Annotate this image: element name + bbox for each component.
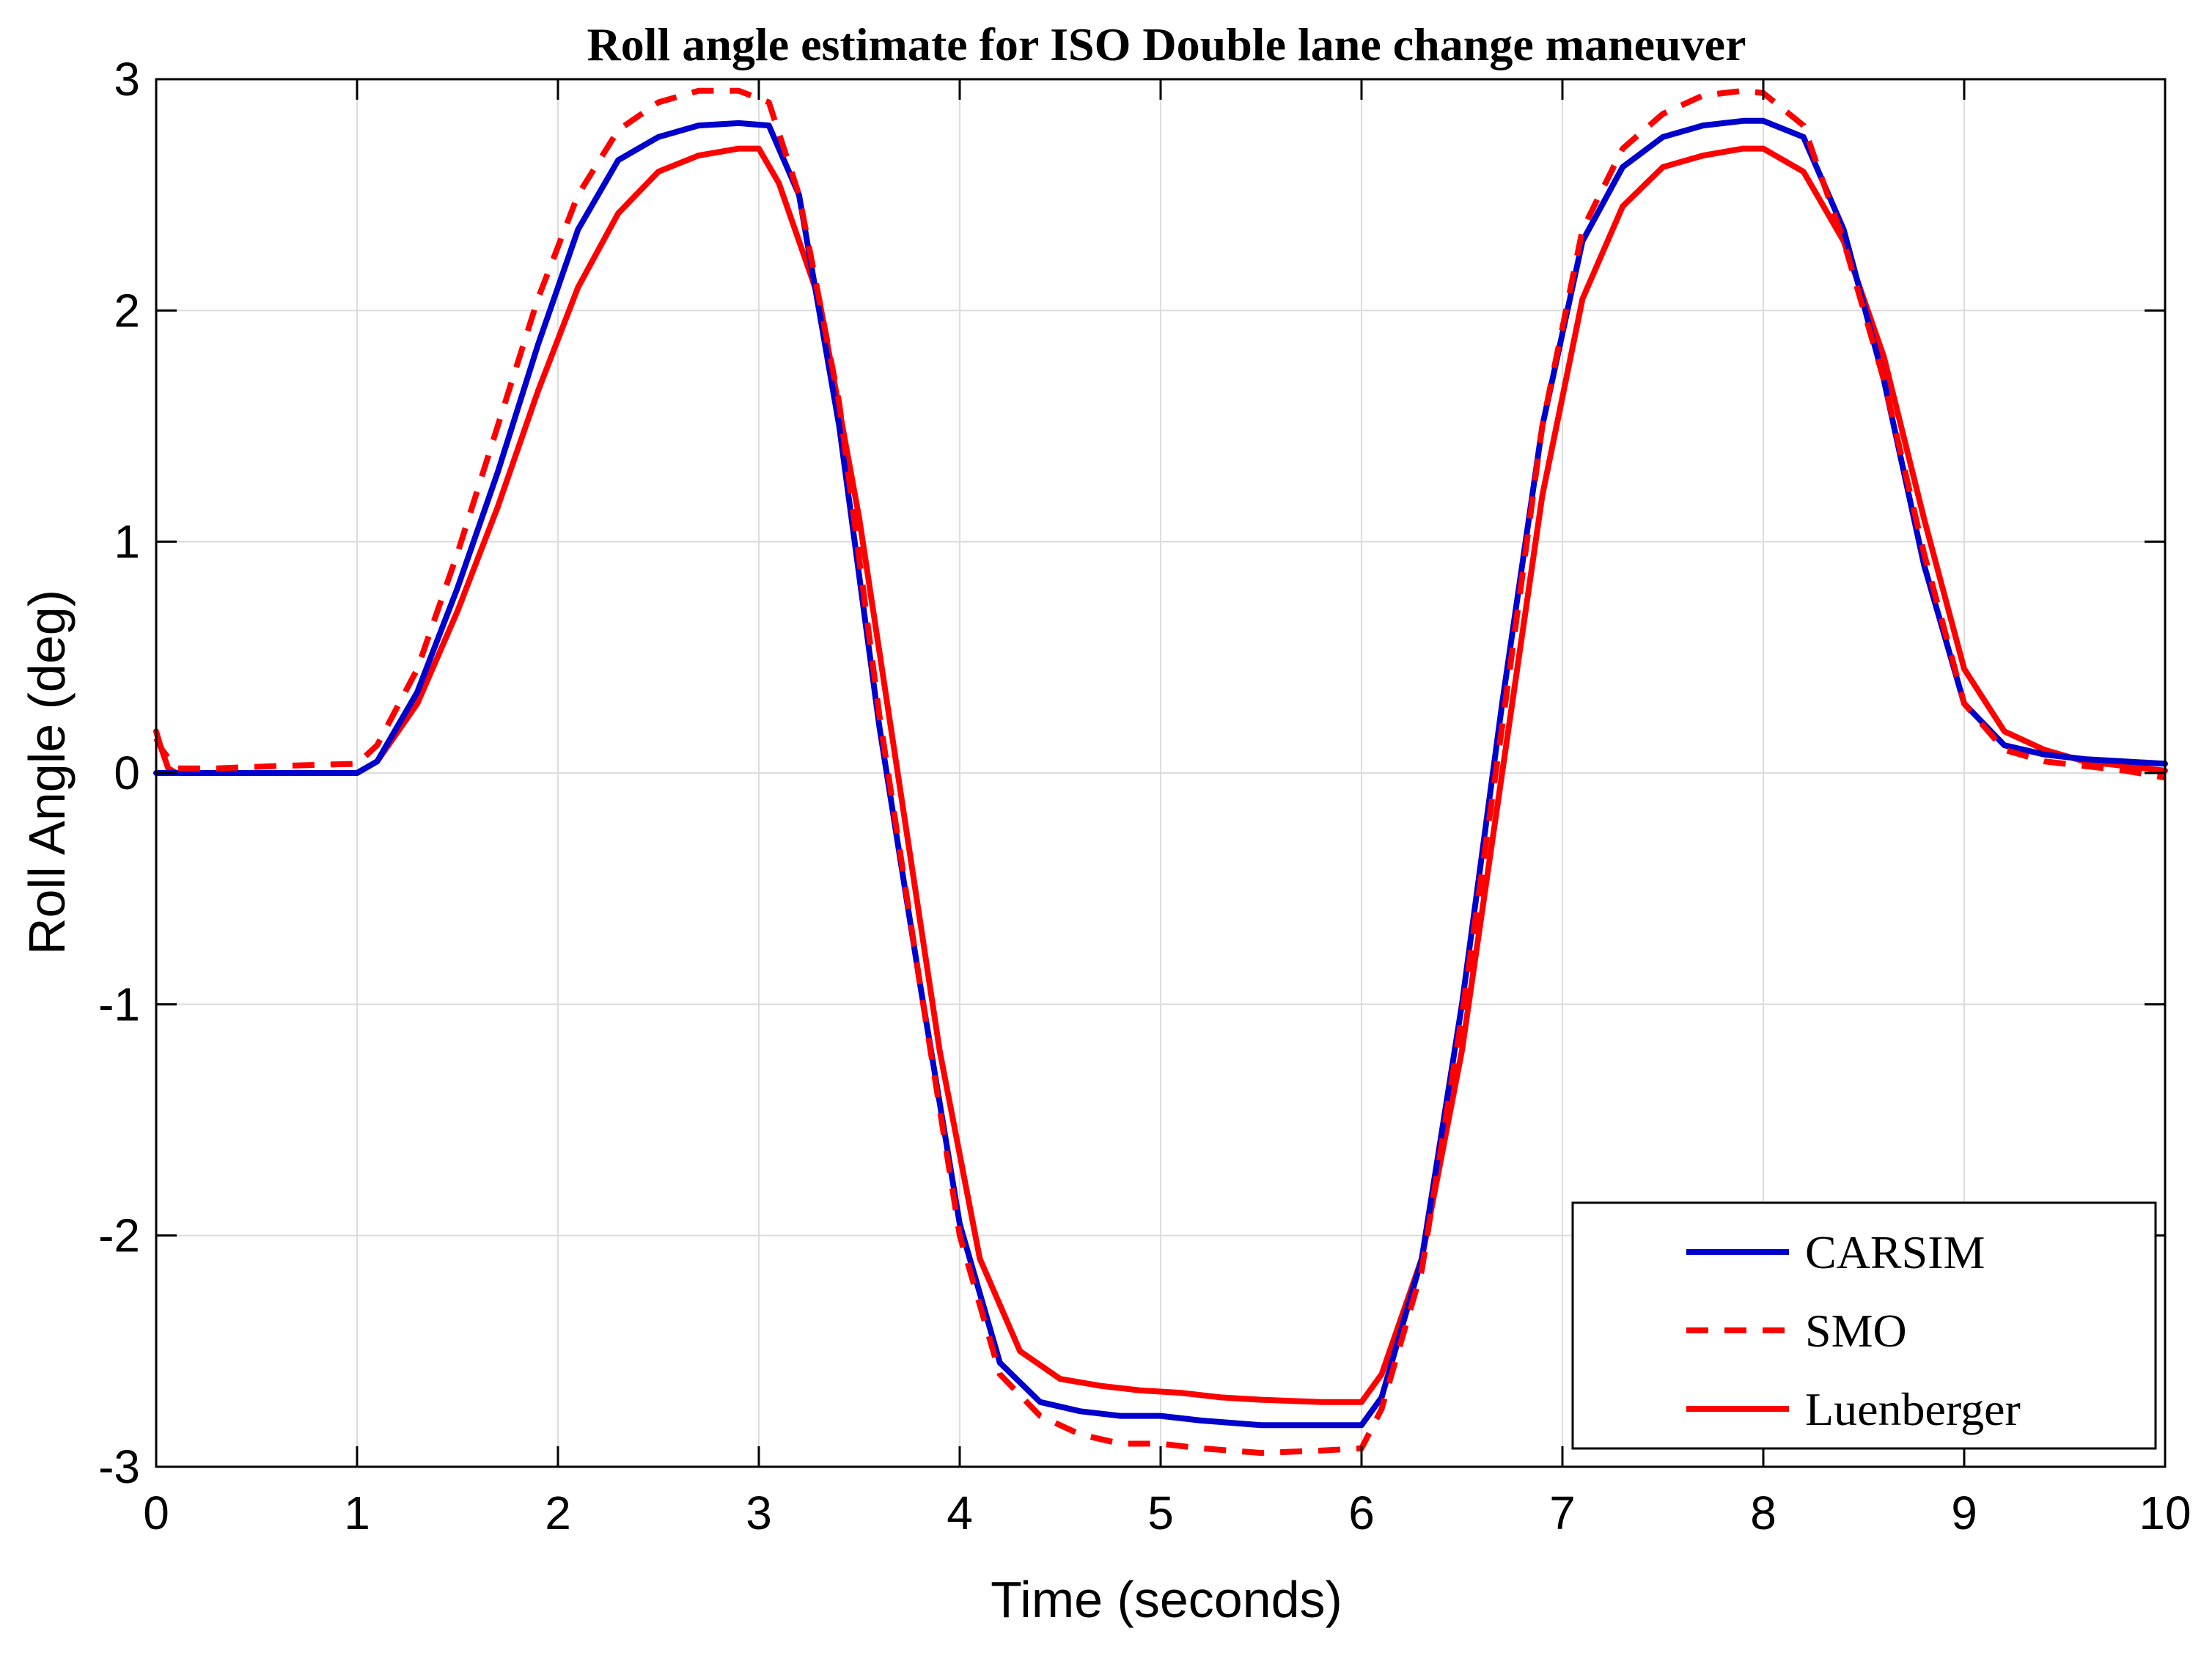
x-tick-label: 10 — [2139, 1487, 2191, 1539]
legend-label-smo: SMO — [1805, 1305, 1907, 1357]
chart-title: Roll angle estimate for ISO Double lane … — [587, 18, 1746, 70]
y-tick-label: 3 — [114, 53, 140, 106]
legend-box — [1571, 1201, 2157, 1450]
ticks: 0 1 2 3 4 5 6 7 8 9 10 -3 -2 -1 0 1 2 3 — [98, 53, 2191, 1539]
y-tick-label: 1 — [114, 516, 140, 568]
x-tick-label: 1 — [344, 1487, 370, 1539]
x-tick-label: 0 — [143, 1487, 169, 1539]
series-line-carsim — [153, 117, 2168, 1429]
series-group — [153, 87, 2168, 1457]
legend-label-carsim: CARSIM — [1805, 1226, 1985, 1278]
y-tick-label: 2 — [114, 284, 140, 337]
y-tick-label: -2 — [98, 1209, 140, 1262]
legend: CARSIM SMO Luenberger — [1571, 1201, 2157, 1450]
x-tick-label: 9 — [1951, 1487, 1977, 1539]
series-line-luenberger — [153, 145, 2168, 1405]
x-tick-label: 2 — [545, 1487, 571, 1539]
x-tick-label: 7 — [1549, 1487, 1576, 1539]
x-tick-label: 8 — [1750, 1487, 1776, 1539]
series-line-smo — [153, 87, 2166, 1457]
y-tick-label: -1 — [98, 978, 140, 1030]
y-tick-label: 0 — [114, 747, 140, 799]
x-axis-label: Time (seconds) — [991, 1571, 1342, 1628]
legend-label-luenberger: Luenberger — [1805, 1383, 2021, 1435]
x-tick-label: 4 — [947, 1487, 973, 1539]
x-tick-label: 3 — [746, 1487, 772, 1539]
x-tick-label: 6 — [1348, 1487, 1375, 1539]
y-axis-label: Roll Angle (deg) — [18, 590, 76, 955]
y-tick-label: -3 — [98, 1440, 140, 1493]
x-tick-label: 5 — [1147, 1487, 1174, 1539]
